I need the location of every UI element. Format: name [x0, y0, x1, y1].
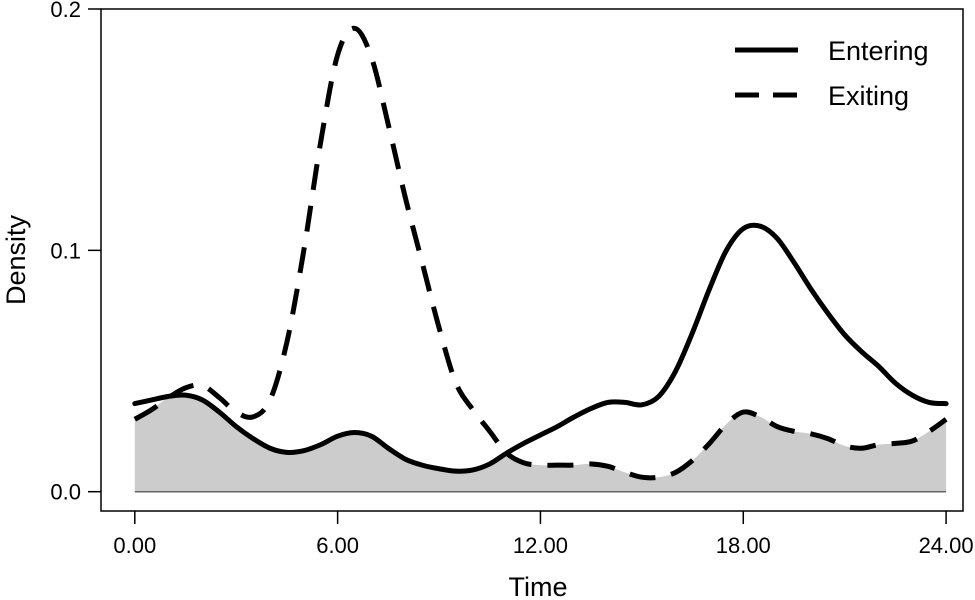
x-tick-label: 12.00: [513, 533, 568, 558]
x-tick-label: 0.00: [113, 533, 156, 558]
series-line-exiting: [133, 25, 948, 481]
x-axis-title: Time: [509, 572, 568, 600]
x-tick-label: 24.00: [919, 533, 974, 558]
plot-frame: [100, 8, 964, 512]
y-tick-label: 0.0: [50, 480, 81, 505]
legend: Entering Exiting: [735, 36, 929, 111]
y-axis: 0.0 0.1 0.2: [50, 0, 101, 505]
legend-label-entering: Entering: [828, 36, 929, 66]
y-tick-label: 0.2: [50, 0, 81, 22]
y-tick-label: 0.1: [50, 238, 81, 263]
x-tick-label: 6.00: [316, 533, 359, 558]
y-axis-title: Density: [1, 214, 31, 305]
legend-label-exiting: Exiting: [828, 81, 909, 111]
overlap-area: [134, 395, 947, 492]
x-axis: 0.00 6.00 12.00 18.00 24.00: [113, 511, 974, 558]
x-tick-label: 18.00: [716, 533, 771, 558]
series-line-entering: [132, 222, 949, 474]
